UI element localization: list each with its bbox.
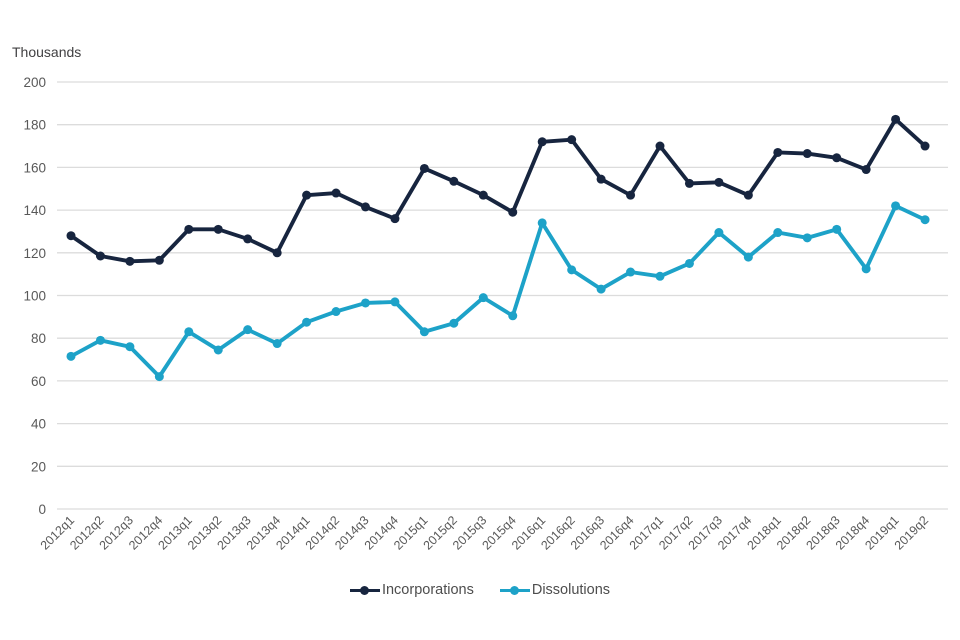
data-point-dissolutions-2019q2	[920, 215, 930, 225]
y-tick-label: 100	[23, 289, 46, 304]
data-point-dissolutions-2019q1	[891, 201, 901, 211]
data-point-dissolutions-2017q3	[714, 228, 724, 238]
y-tick-label: 200	[23, 75, 46, 90]
data-point-incorporations-2015q1	[419, 163, 429, 173]
data-point-dissolutions-2016q3	[596, 284, 606, 294]
data-point-incorporations-2014q3	[361, 202, 370, 212]
data-point-incorporations-2017q3	[714, 177, 724, 187]
data-point-incorporations-2013q4	[272, 248, 282, 258]
data-point-dissolutions-2013q2	[213, 345, 223, 355]
data-point-incorporations-2018q2	[802, 149, 812, 159]
legend-label-dissolutions: Dissolutions	[531, 582, 611, 598]
data-point-dissolutions-2012q2	[95, 335, 105, 345]
data-point-incorporations-2014q1	[302, 190, 312, 200]
data-point-dissolutions-2012q4	[154, 372, 164, 382]
data-point-incorporations-2016q1	[537, 137, 547, 147]
incorporations-line-marker-icon	[349, 585, 380, 595]
legend-label-incorporations: Incorporations	[381, 582, 474, 598]
y-tick-label: 160	[23, 160, 46, 175]
data-point-dissolutions-2012q1	[66, 351, 76, 361]
data-point-dissolutions-2014q2	[331, 307, 341, 317]
data-point-dissolutions-2013q3	[243, 325, 253, 335]
data-point-dissolutions-2015q3	[478, 293, 488, 303]
data-point-dissolutions-2015q4	[508, 311, 518, 321]
data-point-dissolutions-2016q1	[537, 218, 547, 228]
data-point-incorporations-2018q3	[832, 153, 842, 163]
data-point-dissolutions-2016q4	[626, 267, 636, 277]
data-point-dissolutions-2013q1	[184, 327, 194, 337]
data-point-incorporations-2013q1	[184, 224, 194, 234]
data-point-incorporations-2017q2	[684, 178, 694, 188]
y-tick-label: 40	[31, 417, 46, 432]
data-point-incorporations-2019q2	[920, 141, 930, 151]
data-point-dissolutions-2012q3	[125, 342, 135, 352]
data-point-dissolutions-2017q2	[684, 258, 694, 268]
data-point-incorporations-2015q3	[478, 190, 488, 200]
y-tick-label: 120	[23, 246, 46, 261]
data-point-incorporations-2019q1	[891, 114, 901, 124]
data-point-incorporations-2012q4	[154, 255, 164, 265]
line-chart-plot-area: 0204060801001201401601802002012q12012q22…	[23, 75, 948, 553]
chart-legend: Incorporations Dissolutions	[0, 582, 960, 598]
data-point-incorporations-2014q4	[390, 214, 400, 224]
legend-item-incorporations: Incorporations	[349, 582, 474, 598]
data-point-dissolutions-2018q3	[832, 224, 842, 234]
data-point-incorporations-2016q3	[596, 174, 606, 184]
data-point-incorporations-2017q1	[655, 141, 665, 151]
data-point-dissolutions-2016q2	[567, 265, 577, 275]
data-point-dissolutions-2018q2	[802, 233, 812, 243]
data-point-incorporations-2013q3	[243, 234, 253, 244]
y-tick-label: 80	[31, 331, 46, 346]
data-point-dissolutions-2018q4	[861, 264, 871, 274]
data-point-dissolutions-2015q1	[419, 327, 429, 337]
data-point-dissolutions-2017q4	[743, 252, 753, 262]
data-point-incorporations-2018q4	[861, 165, 871, 175]
data-point-incorporations-2013q2	[213, 224, 223, 234]
data-point-incorporations-2015q2	[449, 176, 459, 186]
data-point-incorporations-2016q2	[567, 135, 577, 145]
data-point-dissolutions-2017q1	[655, 271, 665, 281]
data-point-incorporations-2012q1	[66, 231, 76, 241]
y-tick-label: 60	[31, 374, 46, 389]
series-line-dissolutions	[69, 203, 927, 379]
data-point-incorporations-2017q4	[743, 190, 753, 200]
dissolutions-line-marker-icon	[499, 585, 530, 595]
data-point-dissolutions-2014q1	[302, 317, 312, 327]
legend-item-dissolutions: Dissolutions	[499, 582, 611, 598]
data-point-incorporations-2014q2	[331, 188, 341, 198]
data-point-dissolutions-2018q1	[773, 228, 783, 238]
data-point-incorporations-2012q2	[95, 251, 105, 261]
data-point-incorporations-2018q1	[773, 147, 783, 157]
y-tick-label: 180	[23, 118, 46, 133]
data-point-incorporations-2016q4	[626, 190, 636, 200]
y-tick-label: 0	[38, 502, 46, 517]
data-point-incorporations-2012q3	[125, 256, 135, 266]
data-point-dissolutions-2014q3	[361, 298, 370, 308]
y-axis-units-label: Thousands	[12, 44, 82, 60]
data-point-dissolutions-2015q2	[449, 318, 459, 328]
data-point-incorporations-2015q4	[508, 207, 518, 217]
data-point-dissolutions-2013q4	[272, 339, 282, 349]
y-tick-label: 140	[23, 203, 46, 218]
data-point-dissolutions-2014q4	[390, 297, 400, 307]
y-tick-label: 20	[31, 459, 46, 474]
series-line-incorporations	[69, 117, 927, 264]
